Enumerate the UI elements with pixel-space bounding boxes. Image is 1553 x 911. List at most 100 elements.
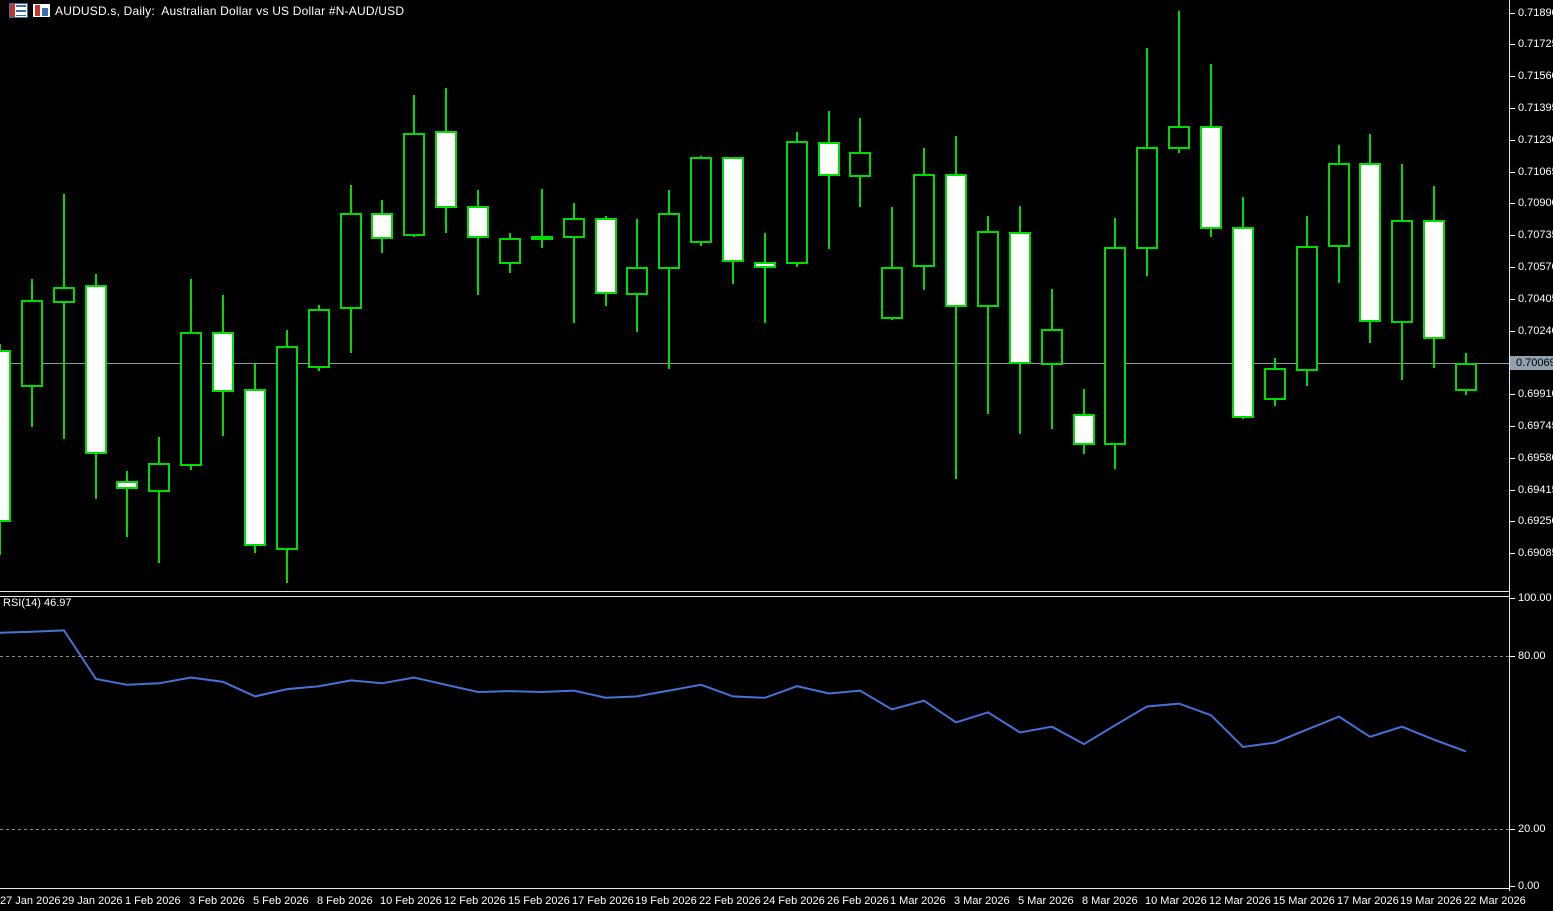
price-label: 0.71395 [1518, 102, 1553, 114]
candle-body [467, 206, 489, 238]
candle-body [849, 152, 871, 177]
price-tick [1510, 426, 1515, 427]
candle-body [0, 350, 11, 522]
candle-body [148, 463, 170, 492]
date-label: 15 Mar 2026 [1273, 895, 1335, 907]
date-label: 12 Feb 2026 [444, 895, 506, 907]
candle-body [180, 332, 202, 466]
price-tick [1510, 44, 1515, 45]
price-tick [1510, 553, 1515, 554]
rsi-scale-label: 100.00 [1518, 592, 1552, 604]
candle-body [340, 213, 362, 309]
date-label: 10 Mar 2026 [1145, 895, 1207, 907]
date-label: 8 Mar 2026 [1082, 895, 1138, 907]
rsi-scale-label: 20.00 [1518, 823, 1546, 835]
indicator-label: RSI(14) 46.97 [3, 597, 72, 609]
price-tick [1510, 76, 1515, 77]
candle-body [276, 346, 298, 550]
bid-price-box: 0.70069 [1510, 356, 1553, 370]
candle-body [1296, 246, 1318, 371]
candle-body [563, 218, 585, 238]
chart-window-icon [33, 4, 50, 17]
date-label: 5 Mar 2026 [1018, 895, 1074, 907]
candle-body [1232, 227, 1254, 418]
candle-body [308, 309, 330, 368]
date-label: 17 Mar 2026 [1337, 895, 1399, 907]
price-tick [1510, 299, 1515, 300]
price-tick [1510, 394, 1515, 395]
date-label: 12 Mar 2026 [1209, 895, 1271, 907]
price-tick [1510, 331, 1515, 332]
price-label: 0.71065 [1518, 166, 1553, 178]
candle-body [1200, 126, 1222, 229]
date-label: 1 Mar 2026 [890, 895, 946, 907]
date-label: 22 Mar 2026 [1464, 895, 1526, 907]
date-label: 24 Feb 2026 [763, 895, 825, 907]
price-tick [1510, 13, 1515, 14]
price-tick [1510, 490, 1515, 491]
candle-body [818, 142, 840, 176]
price-tick [1510, 172, 1515, 173]
price-label: 0.69745 [1518, 420, 1553, 432]
candle-body [212, 332, 234, 392]
candle-body [754, 262, 776, 268]
candle-body [1359, 163, 1381, 322]
candle-body [1264, 368, 1286, 400]
price-label: 0.70735 [1518, 229, 1553, 241]
candle-body [1009, 232, 1031, 364]
quotes-table-icon [9, 3, 28, 18]
rsi-scale-tick [1510, 656, 1515, 657]
price-label: 0.69415 [1518, 484, 1553, 496]
candle-body [881, 267, 903, 319]
panel-divider[interactable] [0, 591, 1553, 597]
price-tick [1510, 267, 1515, 268]
candle-body [499, 238, 521, 264]
rsi-scale-tick [1510, 886, 1515, 887]
price-label: 0.69085 [1518, 547, 1553, 559]
rsi-scale-tick [1510, 829, 1515, 830]
candle-body [945, 174, 967, 307]
candle-body [1136, 147, 1158, 249]
date-label: 29 Jan 2026 [62, 895, 123, 907]
candle-body [85, 285, 107, 454]
candle-body [595, 218, 617, 294]
price-tick [1510, 108, 1515, 109]
price-tick [1510, 458, 1515, 459]
date-label: 27 Jan 2026 [0, 895, 61, 907]
date-label: 22 Feb 2026 [699, 895, 761, 907]
date-label: 19 Feb 2026 [635, 895, 697, 907]
candle-body [977, 231, 999, 307]
price-tick [1510, 140, 1515, 141]
price-tick [1510, 203, 1515, 204]
candle-body [1423, 220, 1445, 339]
candle-body [626, 267, 648, 295]
candle-body [1104, 247, 1126, 445]
price-tick [1510, 521, 1515, 522]
time-scale[interactable]: 27 Jan 2026 29 Jan 2026 1 Feb 2026 3 Feb 20… [0, 892, 1553, 911]
chart-title: AUDUSD.s, Daily: Australian Dollar vs US… [55, 3, 405, 18]
candle-body [1073, 414, 1095, 445]
price-label: 0.71725 [1518, 38, 1553, 50]
date-label: 15 Feb 2026 [508, 895, 570, 907]
candle-body [786, 141, 808, 264]
candle-body [21, 300, 43, 387]
date-label: 1 Feb 2026 [125, 895, 181, 907]
rsi-scale-label: 0.00 [1518, 880, 1540, 892]
candle-body [435, 131, 457, 208]
date-label: 5 Feb 2026 [253, 895, 309, 907]
date-label: 8 Feb 2026 [317, 895, 373, 907]
rsi-scale-tick [1510, 598, 1515, 599]
candle-body [1391, 220, 1413, 323]
